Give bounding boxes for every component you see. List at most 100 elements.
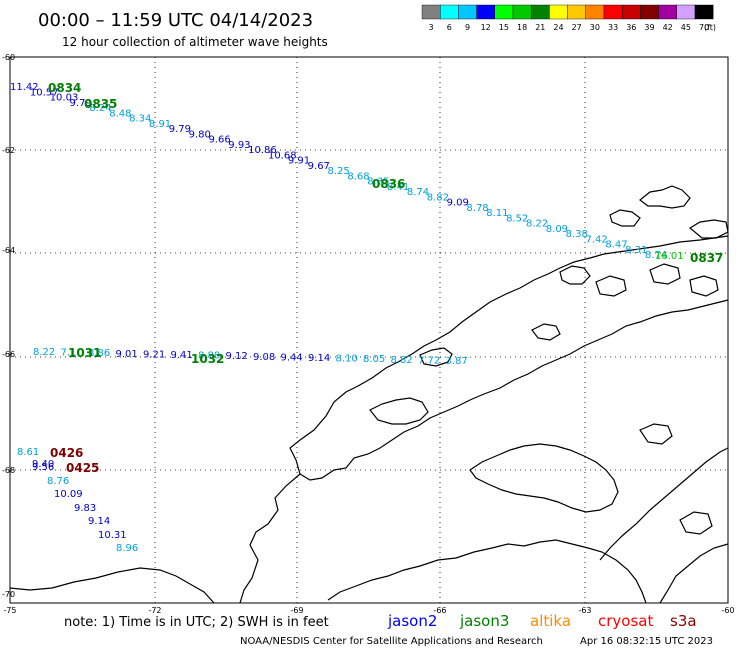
wave-height-value: 7.1 [61, 348, 77, 359]
wave-height-value: 9.93 [228, 140, 250, 151]
wave-height-value: 9.40 [32, 459, 54, 470]
longitude-tick-label: -69 [290, 606, 303, 615]
longitude-tick-label: -75 [3, 606, 16, 615]
satellite-legend: jason2 jason3 altika cryosat s3a [387, 612, 697, 630]
wave-height-value: 16.01 [655, 251, 684, 262]
wave-height-value: 8.22 [526, 219, 548, 230]
scale-swatch [640, 4, 659, 20]
scale-swatch [512, 4, 532, 20]
graticule [10, 57, 728, 603]
wave-height-value: 9.21 [143, 349, 165, 360]
scale-swatch [585, 4, 605, 20]
wave-height-value: 8.86 [88, 348, 110, 359]
pass-time-label: 0835 [84, 97, 117, 111]
longitude-tick-label: -72 [148, 606, 161, 615]
wave-height-value: 8.10 [336, 354, 358, 365]
scale-swatch [440, 4, 459, 20]
scale-label: 42 [663, 23, 673, 32]
wave-height-value: 9.09 [447, 198, 469, 209]
coastline [9, 185, 729, 604]
wave-height-value: 9.12 [226, 351, 248, 362]
wave-height-value: 9.14 [88, 516, 110, 527]
wave-height-value: 8.31 [625, 245, 647, 256]
latitude-tick-label: -68 [2, 466, 15, 475]
wave-height-value: 10.03 [50, 93, 79, 104]
scale-swatch [476, 4, 496, 20]
wave-height-value: 8.96 [116, 543, 138, 554]
pass-time-label: 0837 [690, 251, 723, 265]
satellite-legend-item: cryosat [598, 612, 653, 630]
scale-swatch [622, 4, 641, 20]
scale-label: 3 [429, 23, 434, 32]
scale-swatch [658, 4, 677, 20]
wave-height-value: 9.79 [169, 124, 191, 135]
wave-height-value: 8.78 [466, 203, 488, 214]
scale-swatch [421, 4, 441, 20]
pass-time-label: 0834 [48, 81, 81, 95]
scale-swatch [676, 4, 696, 20]
scale-label: 24 [553, 23, 563, 32]
scale-swatch [694, 4, 714, 20]
scale-label: 36 [626, 23, 636, 32]
wave-height-value: 9.91 [288, 156, 310, 167]
wave-height-value: 9.79 [70, 98, 92, 109]
wave-height-value: 8.74 [645, 250, 667, 261]
wave-height-value: 8.34 [129, 114, 151, 125]
wave-height-value: 7.42 [585, 234, 607, 245]
wave-height-value: 7.72 [418, 355, 440, 366]
wave-height-value: 8.24 [89, 103, 111, 114]
wave-height-value: 9.66 [208, 135, 230, 146]
wave-height-value: 10.09 [54, 489, 83, 500]
wave-height-value: 8.09 [546, 224, 568, 235]
pass-time-label: 1032 [191, 352, 224, 366]
wave-height-value: 8.52 [506, 213, 528, 224]
wave-height-value: 8.05 [363, 354, 385, 365]
map-frame [9, 56, 729, 604]
scale-swatch [603, 4, 623, 20]
wave-height-value: 10.68 [268, 150, 297, 161]
latitude-tick-label: -62 [2, 146, 15, 155]
wave-height-value: 8.22 [33, 347, 55, 358]
wave-height-value: 9.14 [308, 353, 330, 364]
color-scale-legend: 3 6 9 12 15 18 21 24 27 30 33 36 39 42 45 70 [421, 4, 714, 32]
wave-height-value: 11.42 [10, 82, 39, 93]
scale-label: 30 [590, 23, 600, 32]
scale-swatch [458, 4, 477, 20]
scale-label: 9 [465, 23, 470, 32]
pass-time-label: 1031 [68, 346, 101, 360]
latitude-tick-label: -64 [2, 246, 15, 255]
latitude-tick-label: -70 [2, 590, 15, 599]
scale-label: 6 [447, 23, 452, 32]
wave-height-value: 3.87 [446, 356, 468, 367]
wave-height-value: 9.44 [281, 352, 303, 363]
scale-label: 70 [699, 23, 709, 32]
scale-label: 18 [517, 23, 527, 32]
map-title: 00:00 – 11:59 UTC 04/14/2023 [38, 10, 313, 31]
latitude-tick-label: -66 [2, 350, 15, 359]
wave-height-value: 8.91 [149, 119, 171, 130]
satellite-legend-item: jason3 [459, 612, 509, 630]
satellite-legend-item: s3a [670, 612, 697, 630]
scale-label: 39 [644, 23, 654, 32]
wave-height-value: 9.67 [308, 161, 330, 172]
footer-note: note: 1) Time is in UTC; 2) SWH is in fe… [64, 615, 329, 630]
wave-height-value: 9.08 [253, 352, 275, 363]
scale-label: 12 [481, 23, 491, 32]
wave-height-value: 9.80 [189, 129, 211, 140]
latitude-labels: -60 -62 -64 -66 -68 -70 [2, 53, 15, 599]
wave-height-value: 8.41 [387, 182, 409, 193]
pass-time-label: 0426 [50, 446, 83, 460]
longitude-labels: -75 -72 -69 -66 -63 -60 [3, 606, 734, 615]
scale-label: 33 [608, 23, 618, 32]
wave-height-value: 8.76 [47, 476, 69, 487]
scale-label: 45 [681, 23, 691, 32]
wave-height-value: 8.47 [605, 240, 627, 251]
wave-observations: 11.4210.5710.039.798.248.488.348.919.799… [10, 82, 684, 554]
wave-height-value: 8.11 [486, 208, 508, 219]
wave-height-value: 10.86 [248, 145, 277, 156]
latitude-tick-label: -60 [2, 53, 15, 62]
map-subtitle: 12 hour collection of altimeter wave hei… [62, 35, 328, 49]
satellite-legend-item: altika [530, 612, 571, 630]
